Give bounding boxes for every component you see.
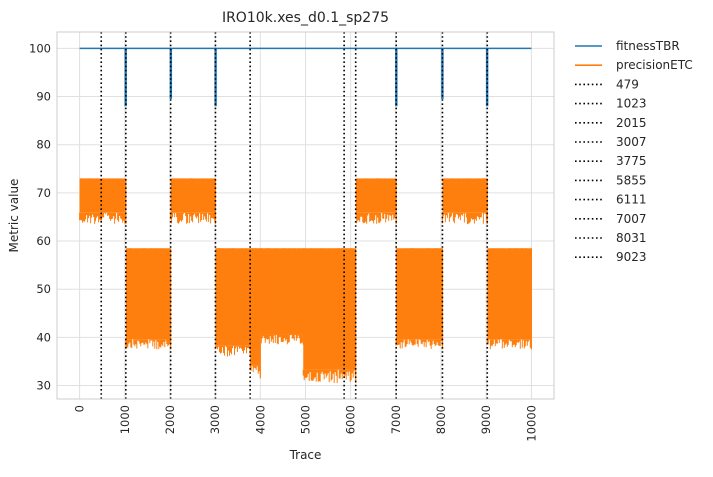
- precision-band: [396, 248, 443, 340]
- y-tick-label: 40: [36, 330, 51, 344]
- legend-label: 5855: [616, 173, 647, 187]
- legend-label: 8031: [616, 231, 647, 245]
- y-tick-label: 80: [36, 138, 51, 152]
- x-axis-label: Trace: [289, 448, 322, 462]
- precision-segment: [170, 178, 217, 225]
- y-axis-label: Metric value: [7, 179, 21, 253]
- x-tick-label: 9000: [479, 405, 493, 434]
- precision-segment: [125, 248, 172, 350]
- legend-label: 3007: [616, 135, 647, 149]
- x-tick-label: 2000: [163, 405, 177, 434]
- legend-label: 2015: [616, 116, 647, 130]
- legend-label: 3775: [616, 154, 647, 168]
- precision-segment: [249, 248, 261, 379]
- y-tick-label: 100: [29, 41, 51, 55]
- y-tick-labels: 30 40 50 60 70 80 90 100: [29, 41, 51, 392]
- legend-label: 6111: [616, 193, 647, 207]
- precision-noise: [486, 248, 532, 350]
- precision-segment: [486, 248, 533, 350]
- precision-band: [260, 248, 304, 335]
- x-tick-labels: 0 1000 2000 3000 4000 5000 6000 7000 8000 9000 100…: [73, 405, 539, 442]
- x-tick-label: 6000: [344, 405, 358, 434]
- precision-segment: [395, 248, 444, 350]
- precision-segment: [441, 178, 488, 225]
- y-tick-label: 60: [36, 234, 51, 248]
- fitness-dip: [441, 48, 444, 99]
- legend-label: 7007: [616, 212, 647, 226]
- series-fitnessTBR: [79, 47, 532, 107]
- x-tick-label: 3000: [208, 405, 222, 434]
- precision-band: [170, 178, 216, 213]
- y-tick-label: 50: [36, 282, 51, 296]
- x-tick-label: 10000: [524, 405, 538, 442]
- x-tick-label: 8000: [434, 405, 448, 434]
- precision-noise: [395, 248, 443, 349]
- x-tick-label: 1000: [118, 405, 132, 434]
- legend-label: 9023: [616, 250, 647, 264]
- fitness-dip: [395, 48, 398, 107]
- precision-noise: [170, 178, 216, 224]
- precision-segment: [215, 248, 251, 357]
- x-tick-label: 5000: [299, 405, 313, 434]
- legend-label: 479: [616, 77, 639, 91]
- x-tick-label: 4000: [253, 405, 267, 434]
- legend-label: precisionETC: [616, 58, 693, 72]
- fitness-dip: [214, 48, 217, 107]
- precision-band: [125, 248, 171, 340]
- chart-title: IRO10k.xes_d0.1_sp275: [222, 10, 389, 26]
- precision-noise: [79, 178, 127, 224]
- precision-band: [355, 178, 397, 213]
- precision-noise: [259, 248, 303, 345]
- legend-label: fitnessTBR: [616, 39, 680, 53]
- x-tick-label: 7000: [389, 405, 403, 434]
- precision-band: [250, 248, 261, 366]
- y-tick-label: 70: [36, 186, 51, 200]
- legend-label: 1023: [616, 97, 647, 111]
- y-tick-label: 90: [36, 90, 51, 104]
- precision-band: [442, 178, 488, 213]
- legend: fitnessTBR precisionETC 479 1023 2015 3007 377…: [575, 39, 693, 264]
- precision-segment: [79, 178, 127, 225]
- fitness-dip: [485, 48, 489, 107]
- fitness-dip: [124, 48, 127, 107]
- precision-segment: [302, 248, 357, 384]
- precision-band: [215, 248, 251, 346]
- precision-band: [79, 178, 126, 213]
- x-tick-label: 0: [73, 405, 87, 412]
- precision-band: [303, 248, 356, 370]
- series-precisionETC: [79, 178, 533, 384]
- precision-segment: [259, 248, 304, 345]
- plot-frame: [56, 31, 555, 400]
- fitness-dip: [169, 48, 173, 99]
- precision-noise: [249, 248, 261, 374]
- y-tick-label: 30: [36, 379, 51, 393]
- precision-band: [487, 248, 532, 340]
- series-layer: [79, 47, 533, 384]
- precision-noise: [302, 248, 356, 383]
